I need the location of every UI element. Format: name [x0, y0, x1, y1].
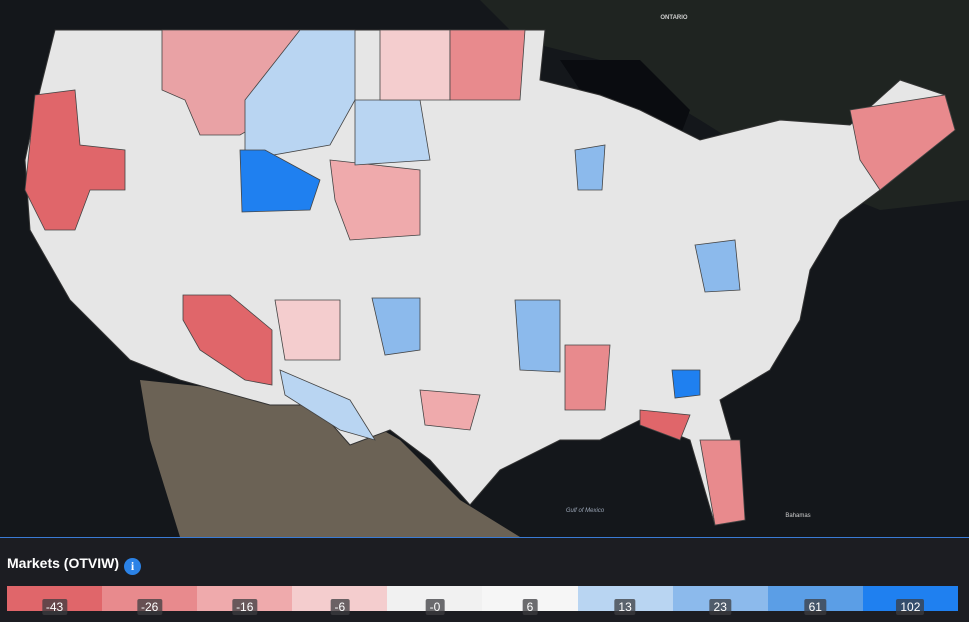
market-regions [24, 29, 956, 526]
region [274, 299, 341, 361]
region [182, 294, 273, 386]
legend-swatch: -6 [292, 586, 388, 615]
legend: Markets (OTVIW) i -43 -26 -16 -6 -0 6 13 23 61 102 [0, 537, 969, 622]
legend-swatch: 102 [862, 586, 958, 615]
region [849, 94, 956, 191]
region [371, 297, 421, 356]
legend-title: Markets (OTVIW) [7, 555, 120, 571]
legend-swatch: -43 [7, 586, 103, 615]
legend-swatch: -16 [197, 586, 293, 615]
legend-label: -6 [330, 599, 350, 615]
legend-swatch: 61 [767, 586, 863, 615]
legend-swatch: 13 [577, 586, 673, 615]
region [574, 144, 606, 191]
legend-label: 61 [804, 599, 826, 615]
legend-title-row: Markets (OTVIW) i [7, 555, 142, 575]
legend-swatch: 23 [672, 586, 768, 615]
region [24, 89, 126, 231]
info-icon[interactable]: i [124, 558, 142, 575]
legend-label: 6 [522, 599, 538, 615]
region [639, 409, 691, 441]
region [419, 389, 481, 431]
place-label: Gulf of Mexico [566, 508, 605, 514]
legend-swatch: -26 [102, 586, 198, 615]
legend-label: 13 [614, 599, 636, 615]
region [671, 369, 701, 399]
legend-label: 23 [709, 599, 731, 615]
legend-label: -16 [232, 599, 258, 615]
legend-label: -43 [41, 599, 68, 615]
region [244, 29, 356, 161]
legend-swatch: 6 [482, 586, 578, 615]
region [239, 149, 321, 213]
map: ONTARIO Gulf of Mexico Bahamas [0, 0, 969, 537]
region [354, 99, 431, 166]
region [699, 439, 746, 526]
region [514, 299, 561, 373]
region [329, 159, 421, 241]
region [379, 29, 451, 101]
legend-label: -0 [425, 599, 445, 615]
place-label: ONTARIO [660, 15, 688, 21]
region [564, 344, 611, 411]
legend-label: 102 [896, 599, 925, 615]
legend-swatch: -0 [387, 586, 483, 615]
mexico-land [140, 380, 520, 537]
region [279, 369, 376, 441]
region [449, 29, 526, 101]
place-label: Bahamas [785, 513, 810, 519]
canada-land [0, 0, 969, 210]
legend-label: -26 [136, 599, 163, 615]
color-scale: -43 -26 -16 -6 -0 6 13 23 61 102 [7, 586, 958, 615]
region [694, 239, 741, 293]
